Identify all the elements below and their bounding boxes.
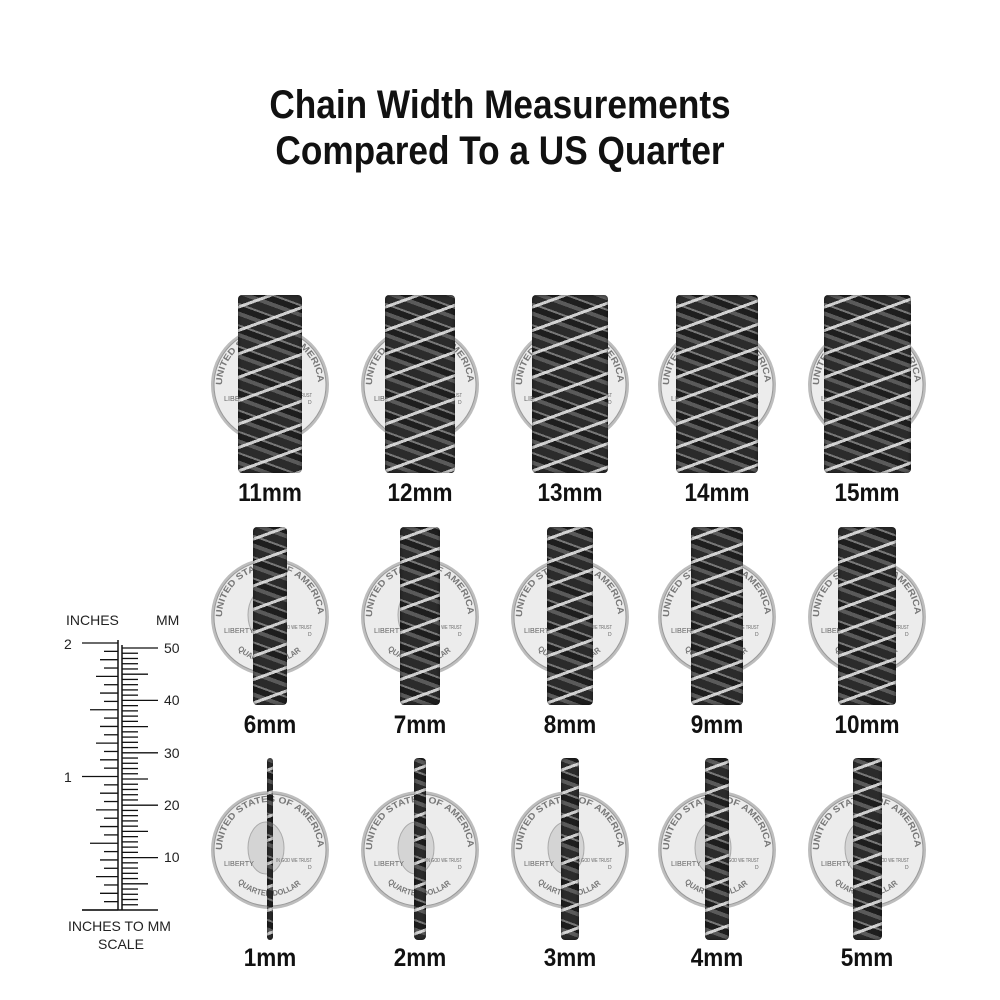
chain [823,295,911,473]
chain-width-label: 8mm [543,711,597,739]
coin-left-text: LIBERTY [524,628,554,635]
chain [385,295,455,473]
chain [238,295,302,473]
chain [546,527,594,705]
page-title-line1: Chain Width Measurements [269,83,731,127]
coin-left-text: LIBERTY [671,861,701,868]
chain [267,758,273,940]
coin-right-text: IN GOD WE TRUST [276,625,312,631]
coin-mint-text: D [905,632,909,638]
chain-width-label: 13mm [537,479,603,507]
chain-width-label: 3mm [543,944,597,972]
chain-width-label: 4mm [690,944,744,972]
chain-sample-7mm: UNITED STATES OF AMERICA QUARTER DOLLAR … [345,527,495,757]
coin-left-text: LIBERTY [374,861,404,868]
coin-right-text: IN GOD WE TRUST [576,625,612,631]
chain [561,758,579,940]
mm-label-40: 40 [164,692,180,708]
chain-sample-6mm: UNITED STATES OF AMERICA QUARTER DOLLAR … [195,527,345,757]
chain [705,758,729,940]
chain [252,527,288,705]
chain [838,527,896,705]
chain-sample-5mm: UNITED STATES OF AMERICA QUARTER DOLLAR … [792,758,942,990]
coin-mint-text: D [608,865,612,871]
chain-sample-12mm: UNITED STATES OF AMERICA QUARTER DOLLAR … [345,295,495,525]
chain-width-label: 11mm [238,479,302,507]
coin-mint-text: D [458,400,462,406]
coin-left-text: LIBERTY [524,861,554,868]
chain-width-label: 9mm [690,711,744,739]
chain-sample-9mm: UNITED STATES OF AMERICA QUARTER DOLLAR … [642,527,792,757]
coin-mint-text: D [755,865,759,871]
mm-label-30: 30 [164,745,180,761]
coin-right-text: IN GOD WE TRUST [426,858,462,864]
chain-width-label: 12mm [387,479,453,507]
chain-width-label: 2mm [393,944,447,972]
chain-width-label: 14mm [684,479,750,507]
ruler-mm-header: MM [156,612,180,628]
chain-sample-10mm: UNITED STATES OF AMERICA QUARTER DOLLAR … [792,527,942,757]
ruler-inches-header: INCHES [66,612,119,628]
chain-sample-3mm: UNITED STATES OF AMERICA QUARTER DOLLAR … [495,758,645,990]
ruler-ticks [82,640,158,911]
chain-width-label: 6mm [243,711,297,739]
coin-right-text: IN GOD WE TRUST [576,858,612,864]
chain-sample-13mm: UNITED STATES OF AMERICA QUARTER DOLLAR … [495,295,645,525]
coin-left-text: LIBERTY [224,628,254,635]
chain [690,527,744,705]
chain-sample-2mm: UNITED STATES OF AMERICA QUARTER DOLLAR … [345,758,495,990]
chain-sample-11mm: UNITED STATES OF AMERICA QUARTER DOLLAR … [195,295,345,525]
mm-label-20: 20 [164,797,180,813]
coin-mint-text: D [308,865,312,871]
chain [414,758,426,940]
chain-width-label: 5mm [840,944,894,972]
coin-right-text: IN GOD WE TRUST [276,858,312,864]
chain-sample-8mm: UNITED STATES OF AMERICA QUARTER DOLLAR … [495,527,645,757]
coin-left-text: LIBERTY [821,628,851,635]
coin-mint-text: D [608,632,612,638]
chain [676,295,758,473]
coin-mint-text: D [905,865,909,871]
coin-left-text: LIBERTY [671,628,701,635]
coin-mint-text: D [458,865,462,871]
chain-width-label: 15mm [834,479,900,507]
page-title-line2: Compared To a US Quarter [275,129,725,173]
chain-sample-4mm: UNITED STATES OF AMERICA QUARTER DOLLAR … [642,758,792,990]
chain-width-label: 10mm [834,711,900,739]
chain-sample-14mm: UNITED STATES OF AMERICA QUARTER DOLLAR … [642,295,792,525]
inch-label-2: 2 [64,636,72,652]
mm-label-10: 10 [164,849,180,865]
coin-right-text: IN GOD WE TRUST [426,625,462,631]
coin-mint-text: D [755,632,759,638]
coin-mint-text: D [308,632,312,638]
coin-mint-text: D [608,400,612,406]
inch-label-1: 1 [64,769,72,785]
chain [532,295,608,473]
chain-width-label: 1mm [243,944,297,972]
chain-sample-1mm: UNITED STATES OF AMERICA QUARTER DOLLAR … [195,758,345,990]
coin-left-text: LIBERTY [821,861,851,868]
coin-right-text: IN GOD WE TRUST [873,858,909,864]
chain [852,758,882,940]
ruler-caption-line2: SCALE [98,936,144,952]
mm-label-50: 50 [164,640,180,656]
coin-mint-text: D [458,632,462,638]
chain-sample-15mm: UNITED STATES OF AMERICA QUARTER DOLLAR … [792,295,942,525]
coin-left-text: LIBERTY [374,628,404,635]
chain-width-label: 7mm [393,711,447,739]
coin-right-text: IN GOD WE TRUST [723,858,759,864]
coin-left-text: LIBERTY [224,861,254,868]
ruler-caption-line1: INCHES TO MM [68,918,171,934]
coin-mint-text: D [308,400,312,406]
chain [399,527,441,705]
